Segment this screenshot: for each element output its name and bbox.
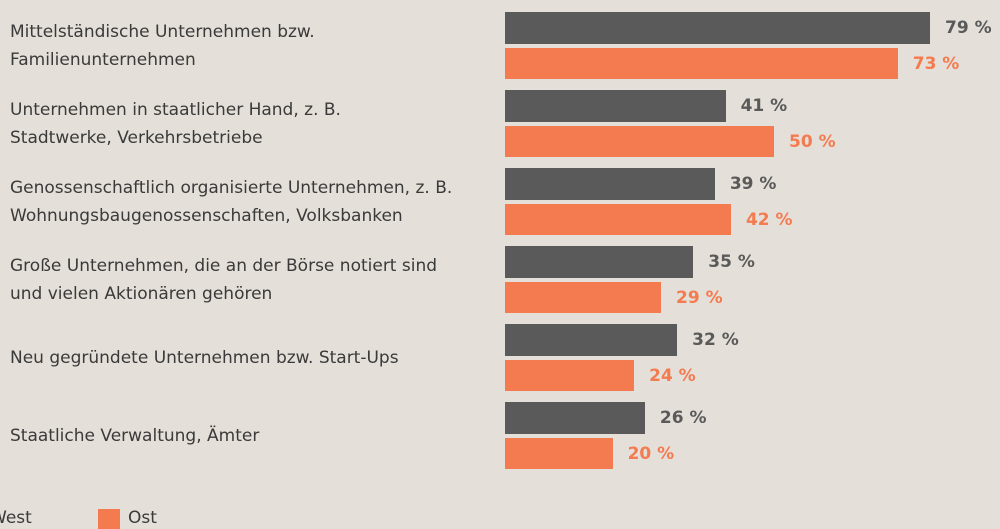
value-label: 24 %: [649, 365, 696, 386]
bar: [505, 12, 931, 44]
bar: [505, 282, 662, 313]
value-label: 73 %: [912, 53, 960, 74]
category-label: Genossenschaftlich organisierte Unterneh…: [10, 178, 453, 226]
bar: [505, 90, 726, 122]
category-label: Staatliche Verwaltung, Ämter: [10, 426, 260, 446]
bar: [505, 246, 694, 278]
legend-label: West: [0, 508, 32, 528]
category-label: Mittelständische Unternehmen bzw. Famili…: [10, 22, 315, 70]
value-label: 32 %: [692, 330, 739, 350]
legend-label: Ost: [128, 508, 157, 528]
value-label: 50 %: [789, 131, 836, 152]
value-label: 42 %: [745, 209, 793, 230]
bar: [505, 438, 613, 469]
bar: [505, 360, 635, 391]
value-label: 41 %: [740, 96, 788, 116]
category-label: Neu gegründete Unternehmen bzw. Start-Up…: [10, 348, 399, 368]
bar: [505, 48, 898, 79]
bar: [505, 126, 774, 157]
value-label: 39 %: [729, 174, 777, 194]
value-label: 20 %: [627, 443, 675, 464]
bar: [505, 324, 678, 356]
bar: [505, 204, 731, 235]
value-label: 26 %: [659, 408, 707, 428]
bar: [505, 168, 715, 200]
legend-swatch: [98, 509, 120, 529]
value-label: 29 %: [676, 287, 723, 308]
category-label: Große Unternehmen, die an der Börse noti…: [10, 256, 438, 304]
bar: [505, 402, 645, 434]
value-label: 35 %: [708, 252, 755, 272]
value-label: 79 %: [945, 18, 992, 38]
category-label: Unternehmen in staatlicher Hand, z. B. S…: [10, 100, 341, 148]
